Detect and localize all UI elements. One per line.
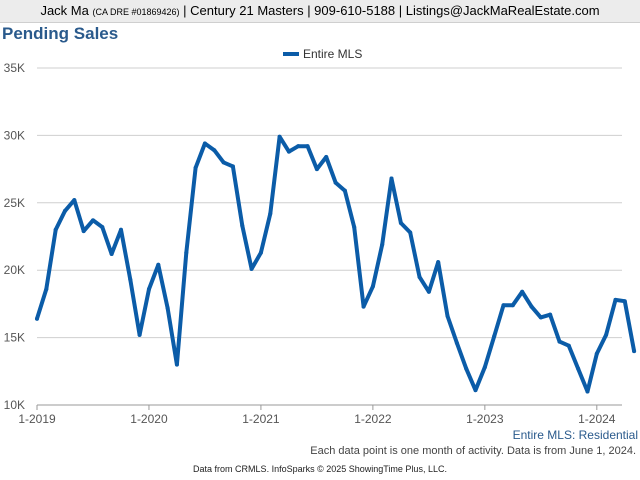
data-point	[118, 227, 123, 232]
data-point	[230, 164, 235, 169]
agent-contact: | Century 21 Masters | 909-610-5188 | Li…	[183, 3, 600, 18]
series-entire-mls	[35, 134, 637, 394]
data-point	[81, 229, 86, 234]
data-point	[473, 388, 478, 393]
data-point	[548, 312, 553, 317]
footnote: Each data point is one month of activity…	[310, 445, 636, 457]
data-point	[464, 366, 469, 371]
data-point	[520, 289, 525, 294]
data-point	[333, 180, 338, 185]
data-point	[585, 389, 590, 394]
data-point	[268, 211, 273, 216]
data-point	[72, 198, 77, 203]
data-point	[352, 225, 357, 230]
data-point	[109, 252, 114, 257]
x-tick-label: 1-2021	[242, 412, 280, 426]
data-point	[137, 332, 142, 337]
data-point	[370, 284, 375, 289]
data-point	[361, 304, 366, 309]
data-point	[389, 176, 394, 181]
data-point	[557, 339, 562, 344]
data-point	[492, 334, 497, 339]
axes: 10K 15K 20K 25K 30K 35K 1-2019 1-2020 1-2021 1-20…	[4, 61, 616, 426]
legend-label-entire-mls: Entire MLS	[303, 47, 362, 61]
data-point	[436, 260, 441, 265]
chart-title: Pending Sales	[2, 24, 119, 43]
data-point	[632, 349, 637, 354]
x-tick-label: 1-2024	[578, 412, 616, 426]
data-point	[622, 299, 627, 304]
data-point	[314, 167, 319, 172]
source-note: Data from CRMLS. InfoSparks © 2025 Showi…	[193, 464, 447, 474]
grid-lines	[37, 67, 622, 406]
y-tick-label: 35K	[4, 61, 25, 75]
data-point	[417, 274, 422, 279]
data-point	[510, 303, 515, 308]
data-point	[529, 304, 534, 309]
data-point	[538, 315, 543, 320]
data-point	[212, 148, 217, 153]
data-point	[566, 343, 571, 348]
data-point	[576, 366, 581, 371]
data-point	[454, 340, 459, 345]
legend: Entire MLS	[283, 47, 362, 61]
data-point	[249, 266, 254, 271]
data-point	[398, 221, 403, 226]
data-point	[594, 351, 599, 356]
data-point	[258, 250, 263, 255]
data-point	[305, 144, 310, 149]
series-filter-label: Entire MLS: Residential	[512, 428, 638, 442]
y-tick-label: 10K	[4, 398, 25, 412]
data-point	[62, 208, 67, 213]
data-point	[286, 149, 291, 154]
data-point	[296, 144, 301, 149]
data-point	[202, 141, 207, 146]
data-point	[90, 218, 95, 223]
data-point	[221, 160, 226, 165]
data-point	[128, 277, 133, 282]
x-tick-label: 1-2020	[130, 412, 168, 426]
series-line-entire-mls	[35, 134, 637, 394]
data-point	[277, 134, 282, 139]
y-tick-label: 25K	[4, 196, 25, 210]
data-point	[165, 305, 170, 310]
agent-name: Jack Ma	[40, 3, 89, 18]
data-point	[501, 303, 506, 308]
agent-header-bar: Jack Ma (CA DRE #01869426) | Century 21 …	[0, 0, 640, 23]
data-point	[156, 262, 161, 267]
data-point	[482, 365, 487, 370]
data-point	[174, 362, 179, 367]
x-tick-label: 1-2019	[18, 412, 56, 426]
data-point	[408, 230, 413, 235]
y-tick-label: 20K	[4, 263, 25, 277]
data-point	[193, 165, 198, 170]
data-point	[445, 314, 450, 319]
data-point	[324, 154, 329, 159]
data-point	[53, 227, 58, 232]
data-point	[100, 225, 105, 230]
agent-license: (CA DRE #01869426)	[92, 7, 180, 17]
data-point	[604, 332, 609, 337]
data-point	[342, 188, 347, 193]
data-point	[184, 250, 189, 255]
y-tick-label: 15K	[4, 331, 25, 345]
data-point	[146, 287, 151, 292]
data-point	[613, 297, 618, 302]
data-point	[240, 223, 245, 228]
data-point	[380, 242, 385, 247]
data-point	[44, 287, 49, 292]
x-tick-label: 1-2023	[466, 412, 504, 426]
data-point	[35, 316, 39, 321]
data-point	[426, 289, 431, 294]
y-tick-label: 30K	[4, 128, 25, 142]
x-tick-label: 1-2022	[354, 412, 392, 426]
